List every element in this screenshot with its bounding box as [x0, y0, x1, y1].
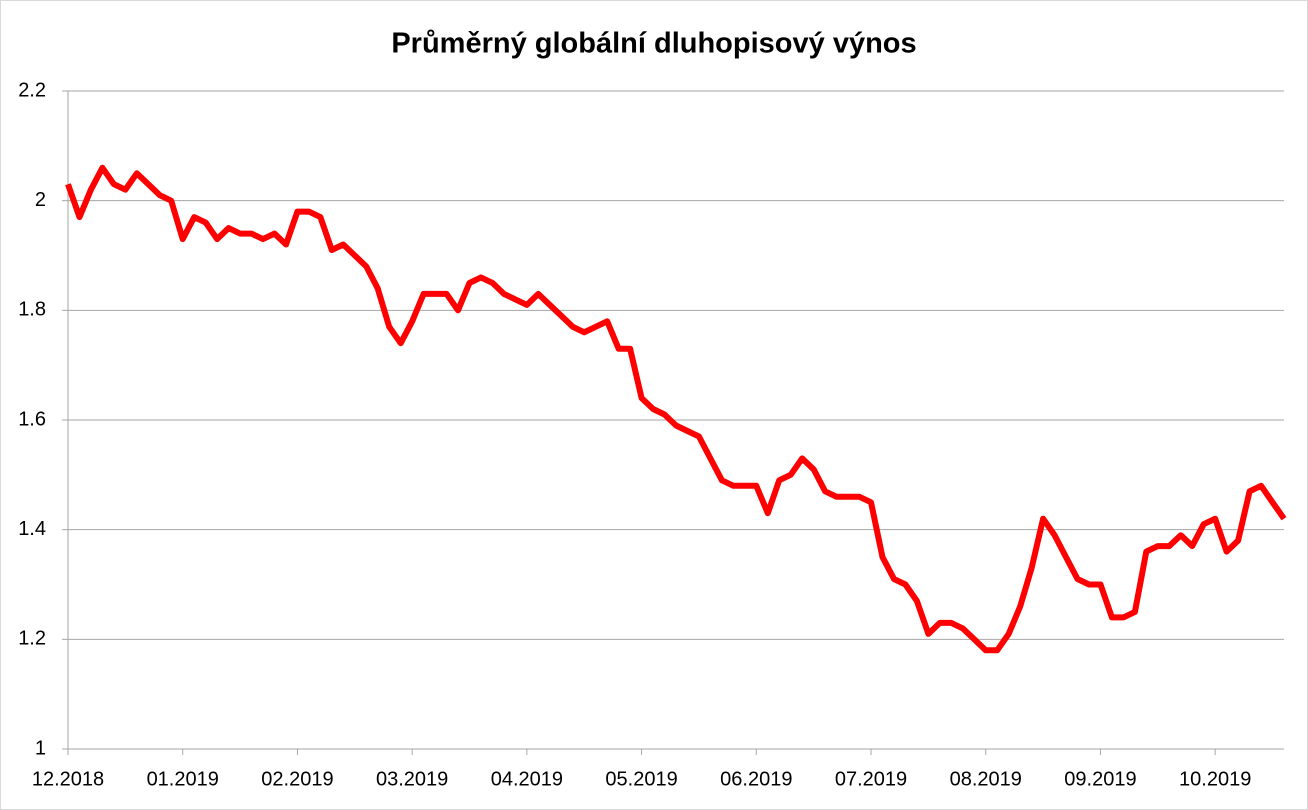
x-tick-label: 07.2019: [835, 768, 907, 790]
x-tick-label: 03.2019: [376, 768, 448, 790]
x-tick-label: 06.2019: [720, 768, 792, 790]
x-tick-label: 09.2019: [1064, 768, 1136, 790]
x-tick-label: 04.2019: [491, 768, 563, 790]
x-tick-label: 01.2019: [147, 768, 219, 790]
x-tick-label: 12.2018: [32, 768, 104, 790]
y-tick-label: 2.2: [18, 79, 46, 101]
x-tick-label: 05.2019: [605, 768, 677, 790]
x-tick-label: 10.2019: [1179, 768, 1251, 790]
y-tick-label: 1.4: [18, 518, 46, 540]
y-tick-label: 2: [35, 189, 46, 211]
y-tick-label: 1.2: [18, 628, 46, 650]
chart-title: Průměrný globální dluhopisový výnos: [391, 28, 916, 60]
y-tick-label: 1.6: [18, 408, 46, 430]
y-tick-label: 1.8: [18, 299, 46, 321]
y-tick-label: 1: [35, 737, 46, 759]
line-series: [65, 164, 1287, 654]
x-tick-label: 02.2019: [261, 768, 333, 790]
x-tick-label: 08.2019: [950, 768, 1022, 790]
